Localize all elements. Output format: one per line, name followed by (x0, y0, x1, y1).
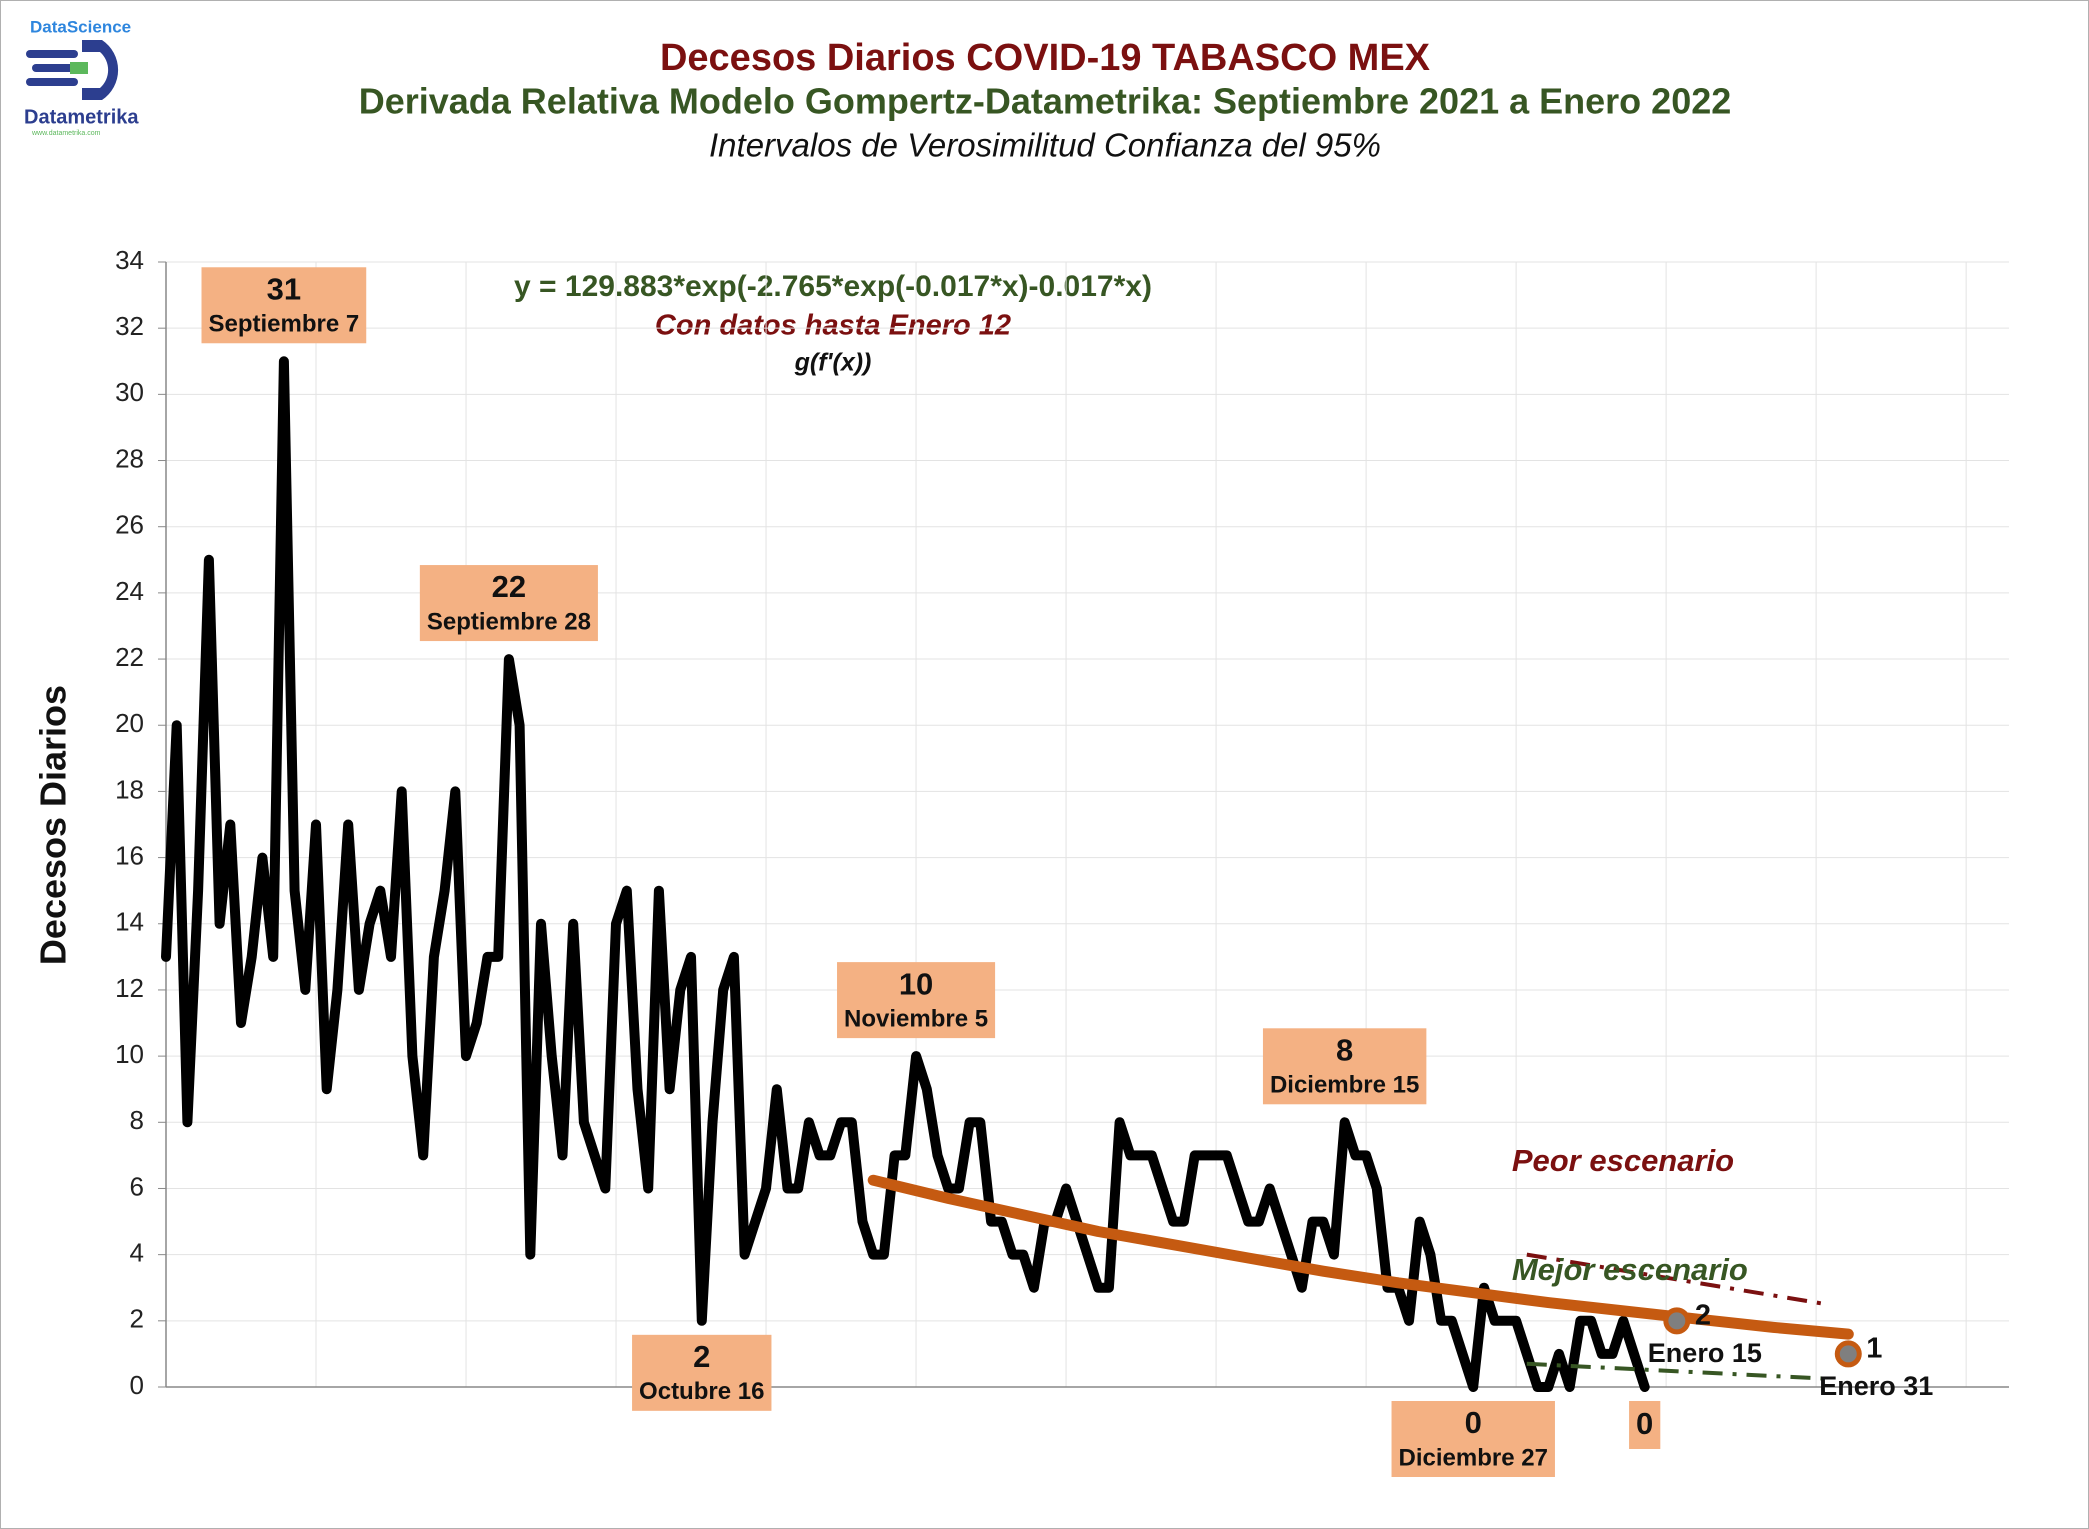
annotation-box (201, 267, 367, 344)
y-tick-label: 2 (130, 1304, 144, 1334)
series-line (1526, 1361, 1827, 1381)
logo-url: www.datametrika.com (31, 130, 101, 137)
logo: DataScience Datametrika www.datametrika.… (24, 17, 139, 136)
annotation-box (837, 962, 996, 1039)
annotation-value: 31 (267, 271, 301, 306)
annotation: 10 Noviembre 5 (837, 962, 996, 1039)
annotation: 0 (1629, 1401, 1661, 1449)
forecast-marker (1834, 1340, 1862, 1368)
scenario-label: Mejor escenario (1512, 1252, 1748, 1287)
annotation-value: 8 (1336, 1032, 1353, 1067)
formula: g(f'(x)) (794, 349, 872, 377)
y-tick-label: 8 (130, 1105, 144, 1135)
annotation-date: Octubre 16 (639, 1378, 764, 1405)
annotation-date: Diciembre 27 (1399, 1444, 1548, 1471)
annotation-date: Septiembre 7 (208, 311, 359, 338)
y-tick-label: 24 (115, 576, 144, 606)
y-tick-label: 18 (115, 774, 144, 804)
annotation-box (1629, 1401, 1661, 1449)
annotation-date: Noviembre 5 (844, 1005, 988, 1032)
equation: y = 129.883*exp(-2.765*exp(-0.017*x)-0.0… (514, 270, 1152, 303)
y-tick-label: 0 (130, 1370, 144, 1400)
annotation-date: Septiembre 28 (427, 608, 591, 635)
y-tick-label: 28 (115, 443, 144, 473)
annotation: 2 Octubre 16 (632, 1334, 772, 1411)
annotation-value: 2 (693, 1339, 710, 1374)
series-line (1526, 1252, 1828, 1307)
note: Con datos hasta Enero 12 (655, 310, 1011, 342)
scenario-label: Peor escenario (1512, 1143, 1734, 1178)
logo-top: DataScience (30, 17, 131, 36)
y-tick-label: 20 (115, 708, 144, 738)
chart-title: Decesos Diarios COVID-19 TABASCO MEX (660, 37, 1431, 79)
logo-bar (26, 78, 78, 86)
annotation: 0 Diciembre 27 (1391, 1401, 1555, 1477)
y-tick-label: 14 (115, 907, 144, 937)
annotation-value: 10 (899, 966, 933, 1001)
annotation-date: Diciembre 15 (1270, 1072, 1419, 1099)
annotation-value: 0 (1465, 1405, 1482, 1440)
logo-bar (70, 62, 88, 74)
annotation: 31 Septiembre 7 (201, 267, 367, 344)
y-tick-label: 30 (115, 377, 144, 407)
y-tick-label: 6 (130, 1171, 144, 1201)
y-tick-label: 26 (115, 510, 144, 540)
annotation-value: 0 (1636, 1406, 1653, 1441)
logo-d (82, 40, 119, 100)
annotation: 8 Diciembre 15 (1262, 1028, 1427, 1105)
annotation-box (1391, 1401, 1555, 1477)
y-tick-label: 12 (115, 973, 144, 1003)
y-tick-label: 22 (115, 642, 144, 672)
logo-bar (26, 50, 78, 58)
y-axis-title: Decesos Diarios (33, 685, 74, 965)
y-tick-label: 10 (115, 1039, 144, 1069)
y-tick-label: 34 (115, 245, 144, 275)
annotation-box (632, 1334, 772, 1411)
forecast-value: 1 (1866, 1333, 1882, 1365)
y-tick-label: 4 (130, 1238, 144, 1268)
chart-subtitle-2: Intervalos de Verosimilitud Confianza de… (709, 127, 1381, 164)
forecast-marker (1663, 1307, 1691, 1335)
annotation-box (419, 565, 598, 642)
y-tick-label: 16 (115, 840, 144, 870)
forecast-date: Enero 15 (1648, 1338, 1762, 1368)
logo-bar (32, 64, 78, 72)
y-tick-label: 32 (115, 311, 144, 341)
annotation: 22 Septiembre 28 (419, 565, 598, 642)
logo-name: Datametrika (24, 106, 139, 128)
annotation-value: 22 (492, 569, 526, 604)
annotation-box (1262, 1028, 1427, 1105)
chart-subtitle: Derivada Relativa Modelo Gompertz-Datame… (359, 81, 1732, 122)
forecast-value: 2 (1695, 1299, 1711, 1331)
forecast-date: Enero 31 (1819, 1371, 1933, 1401)
